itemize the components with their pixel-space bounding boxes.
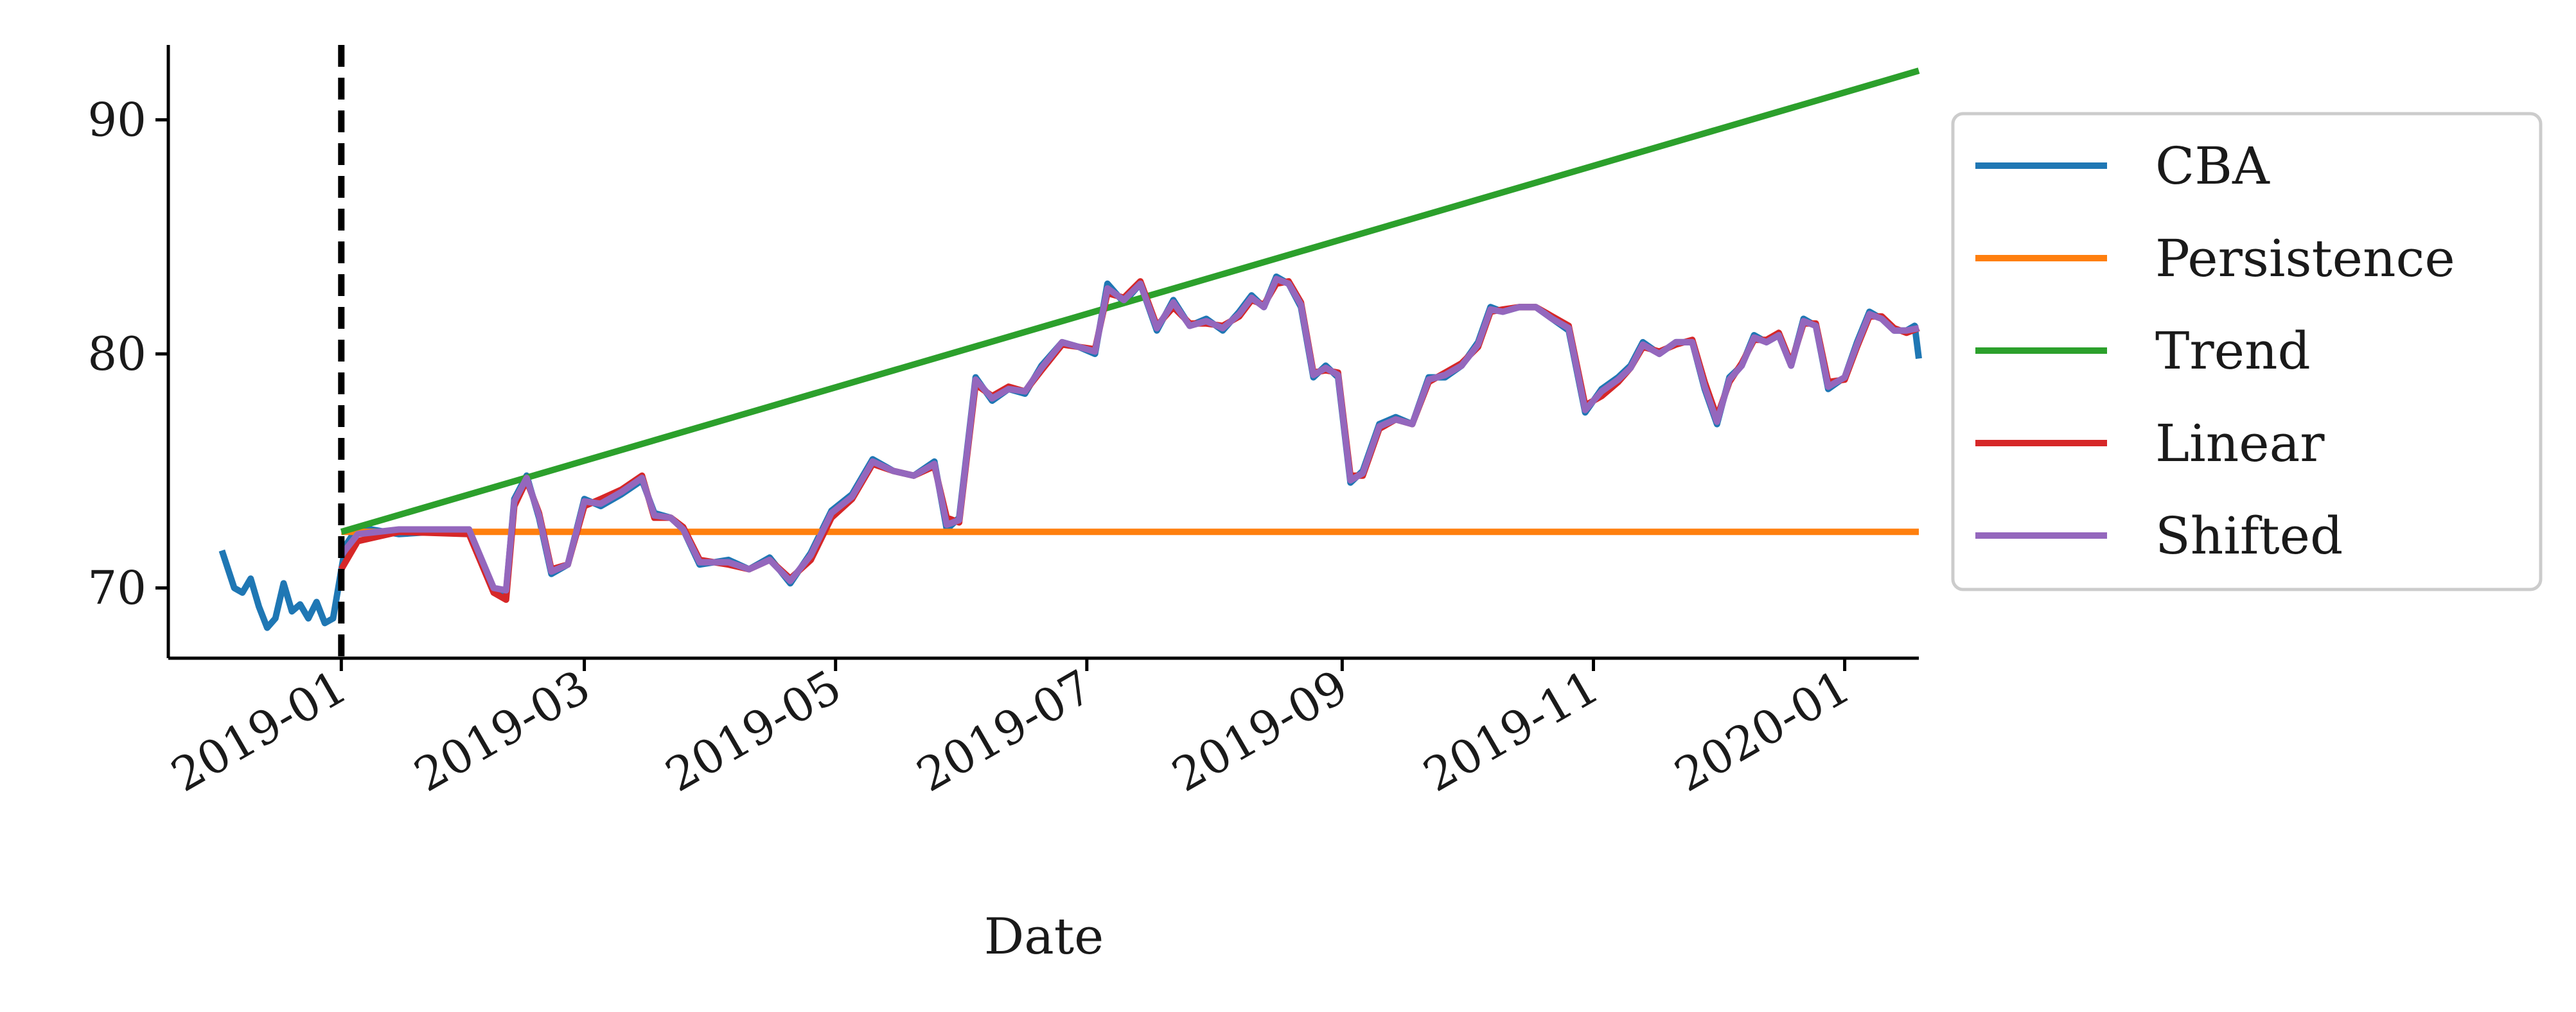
series-line-cba [218, 273, 1922, 631]
x-tick-label: 2019-05 [657, 659, 850, 802]
x-tick-label: 2019-09 [1163, 659, 1357, 802]
legend-label-cba: CBA [2155, 136, 2270, 196]
series-line-linear [338, 278, 1920, 603]
legend: CBA Persistence Trend Linear Shifted [1951, 112, 2543, 591]
x-tick-label: 2019-03 [405, 659, 599, 802]
x-axis-title: Date [984, 908, 1104, 966]
x-tick-label: 2019-11 [1415, 659, 1608, 802]
legend-label-linear: Linear [2155, 414, 2325, 473]
x-axis-ticks: 2019-01 2019-03 2019-05 2019-07 2019-09 2019-… [163, 658, 1859, 802]
y-tick-label: 70 [87, 561, 146, 615]
x-tick-label: 2019-07 [908, 659, 1101, 802]
y-axis-ticks: 70 80 90 [87, 93, 168, 615]
y-tick-label: 90 [87, 93, 146, 147]
legend-label-trend: Trend [2155, 321, 2311, 381]
series-line-trend [340, 67, 1920, 535]
y-tick-label: 80 [87, 327, 146, 381]
x-tick-label: 2020-01 [1666, 659, 1859, 802]
legend-box [1951, 112, 2543, 591]
legend-label-persistence: Persistence [2155, 229, 2455, 288]
series-line-shifted [339, 275, 1919, 594]
plot-area [218, 67, 1922, 631]
x-tick-label: 2019-01 [163, 659, 356, 802]
legend-label-shifted: Shifted [2155, 506, 2343, 566]
legend-items: CBA Persistence Trend Linear Shifted [1975, 136, 2455, 566]
